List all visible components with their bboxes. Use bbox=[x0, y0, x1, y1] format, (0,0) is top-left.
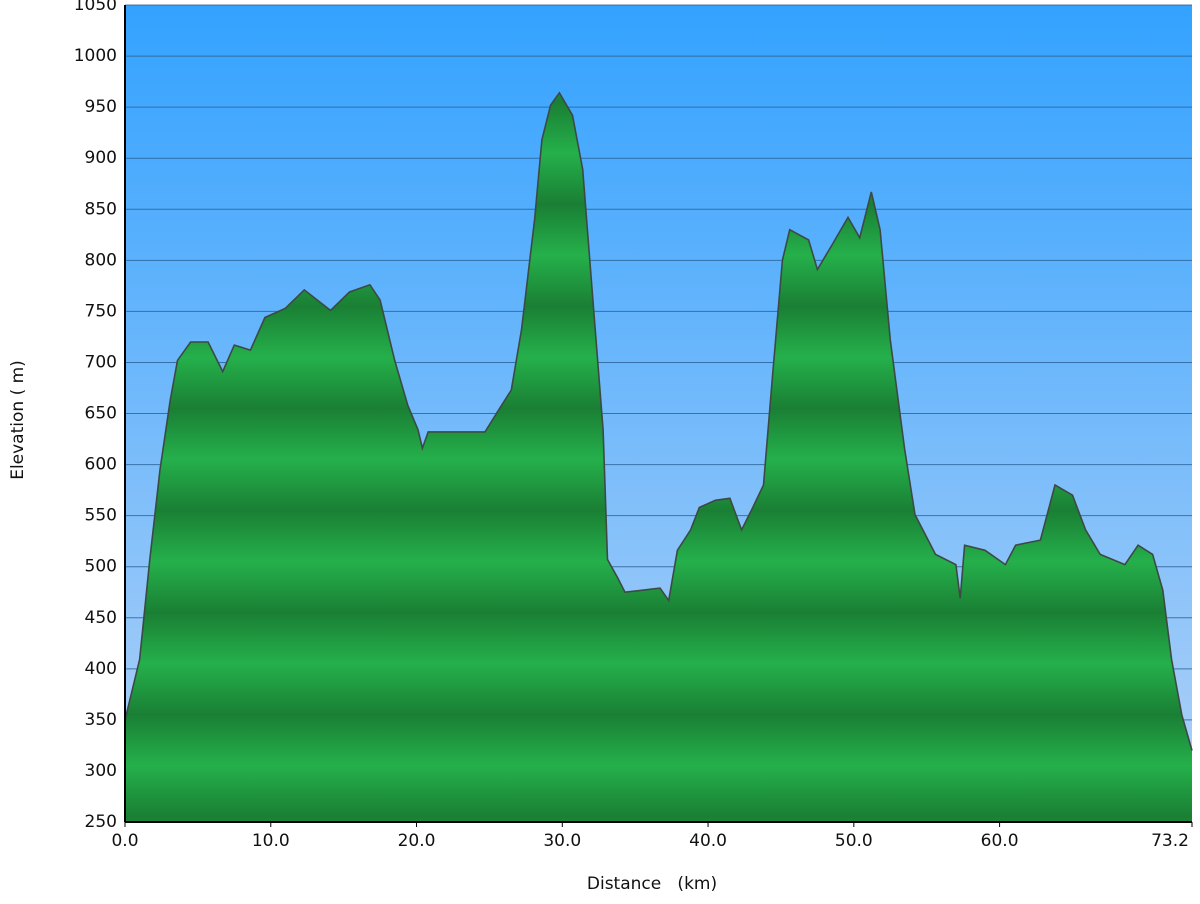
x-tick-label: 60.0 bbox=[981, 831, 1019, 851]
x-tick-label: 10.0 bbox=[252, 831, 290, 851]
x-axis-label: Distance (km) bbox=[587, 874, 717, 894]
y-tick-label: 1000 bbox=[74, 46, 117, 66]
y-tick-label: 700 bbox=[85, 352, 117, 372]
y-tick-label: 800 bbox=[85, 250, 117, 270]
x-tick-label: 0.0 bbox=[111, 831, 138, 851]
y-axis-label: Elevation ( m) bbox=[8, 360, 28, 480]
y-tick-label: 350 bbox=[85, 710, 117, 730]
y-tick-label: 250 bbox=[85, 812, 117, 832]
y-tick-label: 500 bbox=[85, 557, 117, 577]
x-tick-label: 20.0 bbox=[398, 831, 436, 851]
elevation-line bbox=[124, 91, 1193, 751]
y-tick-label: 300 bbox=[85, 761, 117, 781]
y-tick-label: 750 bbox=[85, 301, 117, 321]
y-tick-label: 850 bbox=[85, 199, 117, 219]
y-tick-label: 900 bbox=[85, 148, 117, 168]
y-tick-label: 400 bbox=[85, 659, 117, 679]
y-tick-label: 1050 bbox=[74, 0, 117, 15]
x-tick-label: 50.0 bbox=[835, 831, 873, 851]
y-tick-label: 600 bbox=[85, 455, 117, 475]
area-fill bbox=[125, 92, 1192, 823]
y-tick-label: 950 bbox=[85, 97, 117, 117]
x-tick-label: 30.0 bbox=[543, 831, 581, 851]
y-tick-label: 550 bbox=[85, 506, 117, 526]
x-tick-label: 73.2 bbox=[1151, 831, 1189, 851]
y-tick-label: 650 bbox=[85, 404, 117, 424]
y-tick-label: 450 bbox=[85, 608, 117, 628]
x-tick-label: 40.0 bbox=[689, 831, 727, 851]
